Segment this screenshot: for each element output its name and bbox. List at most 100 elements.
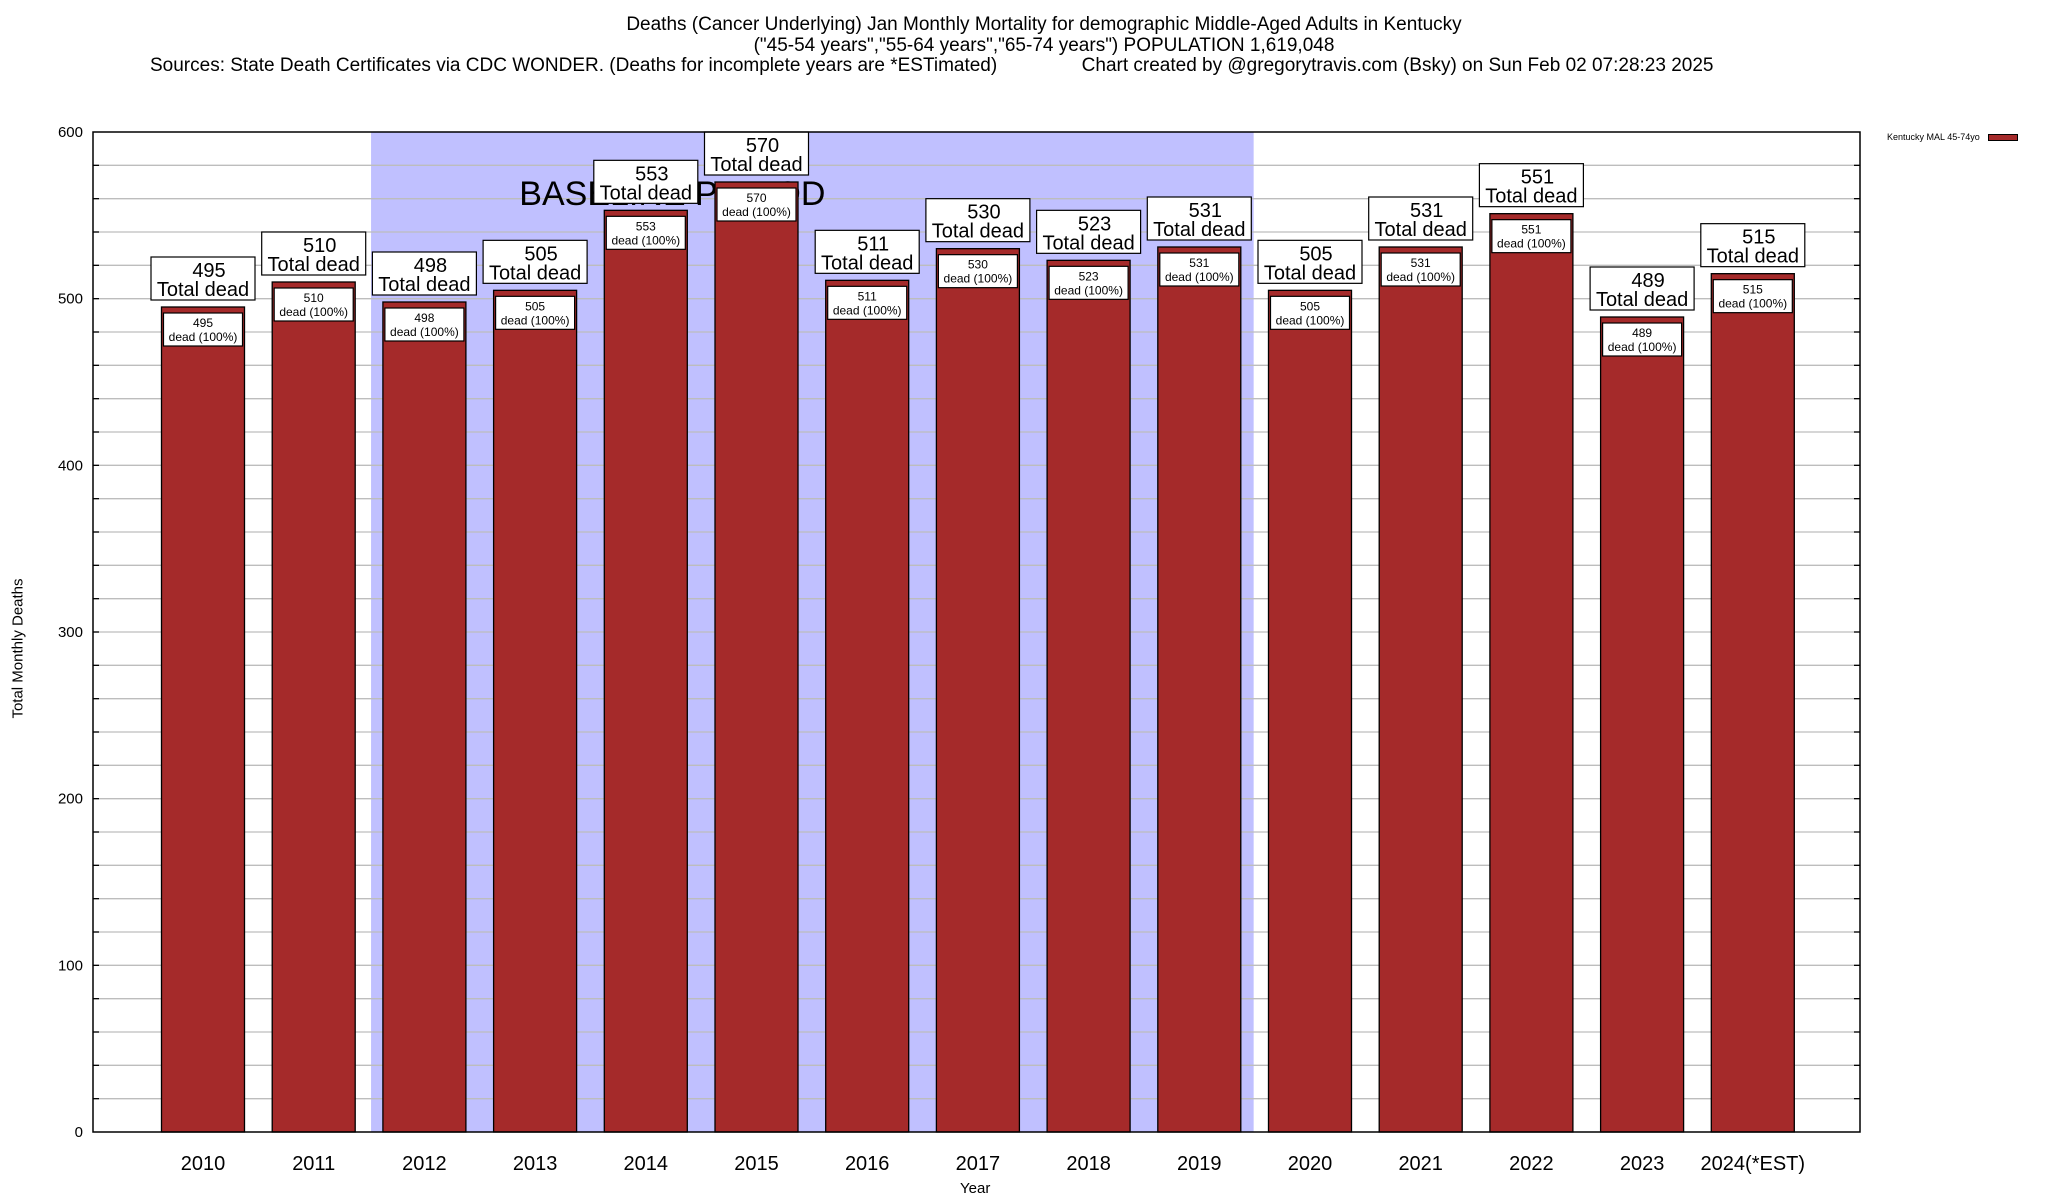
x-tick-label: 2014 bbox=[624, 1153, 669, 1175]
inner-label-box bbox=[827, 285, 908, 320]
x-tick-label: 2011 bbox=[292, 1153, 335, 1175]
inner-label-text: dead (100%) bbox=[1497, 237, 1566, 251]
total-label-value: 495 bbox=[192, 260, 225, 282]
total-label-text: Total dead bbox=[710, 154, 802, 176]
inner-label-text: dead (100%) bbox=[169, 330, 238, 344]
total-label-value: 498 bbox=[414, 255, 447, 277]
x-tick-label: 2018 bbox=[1066, 1153, 1111, 1175]
chart-sources: Sources: State Death Certificates via CD… bbox=[150, 55, 1714, 76]
inner-label-box bbox=[1269, 295, 1351, 330]
inner-label-text: dead (100%) bbox=[722, 205, 791, 219]
bar bbox=[714, 181, 799, 1133]
x-tick-label: 2021 bbox=[1398, 1153, 1443, 1175]
x-axis-label: Year bbox=[960, 1180, 991, 1197]
total-label-text: Total dead bbox=[378, 274, 470, 296]
inner-label-value: 495 bbox=[193, 316, 213, 330]
y-tick-label: 600 bbox=[58, 124, 83, 141]
total-label-text: Total dead bbox=[1264, 262, 1356, 284]
inner-label-box bbox=[1712, 279, 1793, 314]
total-label-text: Total dead bbox=[600, 182, 692, 204]
legend: Kentucky MAL 45-74yo bbox=[1887, 132, 2018, 142]
total-label-box bbox=[814, 229, 920, 274]
total-label-box bbox=[1589, 266, 1695, 311]
total-label-box bbox=[1700, 223, 1806, 268]
total-label-value: 505 bbox=[1299, 243, 1332, 265]
inner-label-value: 489 bbox=[1632, 326, 1652, 340]
inner-label-box bbox=[495, 295, 576, 330]
bar bbox=[935, 248, 1021, 1133]
inner-label-text: dead (100%) bbox=[279, 305, 348, 319]
inner-label-text: dead (100%) bbox=[833, 303, 902, 317]
inner-label-box bbox=[384, 307, 465, 342]
inner-label-box bbox=[716, 187, 797, 222]
total-label-box bbox=[1478, 163, 1585, 208]
inner-label-text: dead (100%) bbox=[1386, 270, 1455, 284]
inner-label-text: dead (100%) bbox=[1718, 297, 1787, 311]
plot-frame bbox=[92, 131, 1861, 1133]
inner-label-text: dead (100%) bbox=[1276, 313, 1345, 327]
inner-label-text: dead (100%) bbox=[1608, 340, 1677, 354]
total-label-text: Total dead bbox=[1153, 219, 1245, 241]
inner-label-text: dead (100%) bbox=[390, 325, 459, 339]
total-label-value: 511 bbox=[857, 233, 889, 255]
total-label-value: 489 bbox=[1631, 270, 1664, 292]
inner-label-box bbox=[273, 287, 354, 322]
inner-label-value: 570 bbox=[746, 191, 766, 205]
inner-label-box bbox=[1380, 252, 1461, 287]
inner-label-text: dead (100%) bbox=[1165, 270, 1234, 284]
total-label-text: Total dead bbox=[932, 221, 1024, 243]
total-label-box bbox=[1146, 196, 1252, 241]
total-label-box bbox=[482, 239, 588, 284]
inner-label-value: 531 bbox=[1411, 256, 1431, 270]
total-label-box bbox=[703, 131, 810, 176]
inner-label-value: 553 bbox=[636, 219, 656, 233]
total-label-text: Total dead bbox=[1596, 289, 1688, 311]
total-label-box bbox=[593, 159, 699, 204]
bar bbox=[825, 279, 910, 1133]
inner-label-box bbox=[1601, 322, 1683, 357]
inner-label-value: 531 bbox=[1189, 256, 1209, 270]
y-tick-label: 300 bbox=[58, 624, 83, 641]
y-tick-label: 500 bbox=[58, 291, 83, 308]
inner-label-value: 510 bbox=[304, 291, 324, 305]
total-label-text: Total dead bbox=[157, 279, 249, 301]
y-tick-label: 100 bbox=[58, 957, 83, 974]
inner-label-box bbox=[1159, 252, 1240, 287]
bar bbox=[1710, 273, 1795, 1133]
total-label-box bbox=[261, 231, 367, 276]
inner-label-value: 505 bbox=[1300, 299, 1320, 313]
total-label-value: 515 bbox=[1742, 227, 1775, 249]
total-label-value: 530 bbox=[967, 202, 1000, 224]
bar bbox=[1599, 316, 1685, 1133]
x-tick-label: 2016 bbox=[845, 1153, 890, 1175]
bar bbox=[382, 301, 467, 1133]
legend-label: Kentucky MAL 45-74yo bbox=[1887, 132, 1980, 142]
inner-label-value: 523 bbox=[1079, 269, 1099, 283]
inner-label-text: dead (100%) bbox=[944, 272, 1013, 286]
inner-label-value: 551 bbox=[1521, 223, 1541, 237]
legend-swatch bbox=[1987, 133, 2018, 141]
chart-title: Deaths (Cancer Underlying) Jan Monthly M… bbox=[626, 14, 1462, 35]
inner-label-box bbox=[1491, 219, 1572, 254]
bar bbox=[1489, 213, 1574, 1133]
y-axis-label: Total Monthly Deaths bbox=[9, 578, 27, 719]
total-label-value: 531 bbox=[1189, 200, 1222, 222]
total-label-box bbox=[371, 251, 477, 296]
inner-label-box bbox=[937, 254, 1019, 289]
x-tick-label: 2023 bbox=[1620, 1153, 1665, 1175]
bar bbox=[1378, 246, 1463, 1133]
total-label-value: 505 bbox=[524, 243, 557, 265]
x-tick-label: 2015 bbox=[734, 1153, 779, 1175]
chart-subtitle: ("45-54 years","55-64 years","65-74 year… bbox=[753, 35, 1335, 56]
bar bbox=[492, 289, 578, 1133]
inner-label-value: 498 bbox=[414, 311, 434, 325]
y-tick-label: 200 bbox=[58, 791, 83, 808]
total-label-text: Total dead bbox=[489, 262, 581, 284]
inner-label-value: 511 bbox=[858, 289, 877, 303]
y-tick-label: 400 bbox=[58, 457, 83, 474]
total-label-value: 551 bbox=[1521, 167, 1554, 189]
total-label-value: 570 bbox=[746, 135, 779, 157]
total-label-text: Total dead bbox=[1042, 232, 1134, 254]
total-label-text: Total dead bbox=[1485, 186, 1577, 208]
